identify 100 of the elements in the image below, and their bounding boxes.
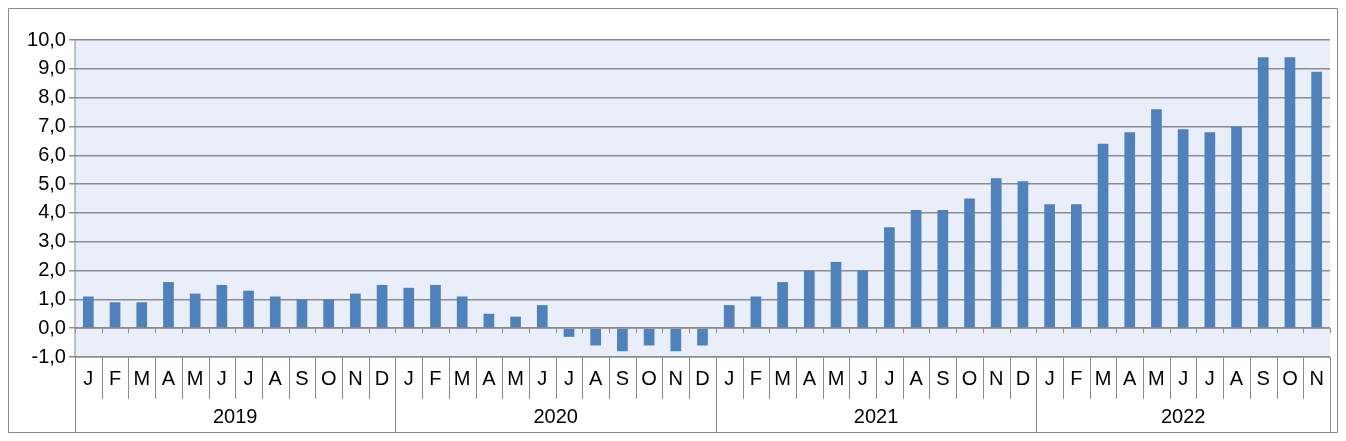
x-tick-label: S: [1256, 366, 1270, 389]
x-tick-label: A: [482, 366, 497, 389]
bar: [1097, 143, 1109, 328]
x-tick-label: J: [403, 366, 414, 389]
x-tick-label: J: [1044, 366, 1055, 389]
bar: [243, 290, 254, 328]
x-tick-label: M: [1094, 366, 1112, 389]
bar: [189, 293, 201, 328]
x-tick-label: M: [827, 366, 845, 389]
bar: [1284, 57, 1296, 328]
bar: [430, 284, 441, 328]
x-tick-label: D: [695, 366, 710, 389]
y-tick-label: 2,0: [38, 258, 66, 281]
bar: [323, 299, 335, 328]
bar: [510, 316, 521, 328]
x-tick-label: D: [374, 366, 390, 389]
bar: [1231, 126, 1242, 328]
bar: [617, 328, 628, 352]
bar: [670, 328, 682, 352]
bar: [910, 210, 922, 328]
x-tick-label: A: [268, 366, 283, 389]
x-tick-label: S: [295, 366, 309, 389]
bar: [964, 198, 975, 328]
bar: [1017, 181, 1029, 328]
bar: [723, 305, 735, 328]
x-tick-label: A: [909, 366, 924, 389]
x-tick-label: F: [108, 366, 122, 389]
x-tick-label: M: [507, 366, 524, 389]
y-tick-label: 5,0: [38, 171, 66, 194]
bar: [216, 284, 228, 328]
x-tick-label: J: [1178, 366, 1189, 389]
bar: [884, 227, 895, 328]
bar: [136, 302, 148, 328]
bar: [456, 296, 468, 328]
x-tick-label: A: [1123, 366, 1138, 389]
bar: [1044, 204, 1055, 328]
y-tick-label: -1,0: [31, 344, 66, 367]
text: 2021: [853, 404, 899, 427]
bar: [990, 178, 1002, 328]
text: 2022: [1160, 404, 1206, 427]
x-tick-label: J: [537, 366, 548, 389]
text: 2020: [533, 404, 578, 427]
x-tick-label: O: [961, 366, 978, 389]
bar: [1311, 71, 1322, 328]
y-tick-label: 7,0: [38, 113, 66, 136]
x-tick-label: O: [641, 366, 657, 389]
y-tick-label: 4,0: [38, 200, 66, 223]
x-tick-label: A: [1229, 366, 1244, 389]
bar: [1177, 129, 1189, 328]
y-tick-label: 1,0: [38, 286, 66, 309]
bar: [1257, 57, 1269, 328]
x-tick-label: O: [320, 366, 337, 389]
x-tick-label: J: [884, 366, 895, 389]
x-tick-label: S: [615, 366, 630, 389]
x-tick-label: M: [774, 366, 791, 389]
y-tick-label: 8,0: [38, 85, 66, 108]
bar: [643, 328, 655, 346]
bar: [269, 296, 281, 328]
x-tick-label: J: [857, 366, 868, 389]
bar: [403, 287, 415, 328]
x-tick-label: M: [1148, 366, 1165, 389]
bar: [109, 302, 121, 328]
bar: [803, 270, 815, 328]
x-tick-label: M: [133, 366, 151, 389]
x-tick-label: M: [186, 366, 204, 389]
x-tick-label: F: [429, 366, 442, 389]
x-tick-label: M: [453, 366, 471, 389]
bar: [296, 299, 308, 328]
bar: [1070, 204, 1082, 328]
x-tick-label: J: [724, 366, 735, 389]
y-tick-label: 0,0: [38, 315, 66, 338]
bar: [590, 328, 602, 346]
y-tick-label: 10,0: [27, 27, 66, 50]
bar: [857, 270, 869, 328]
text: 2019: [212, 404, 258, 427]
x-tick-label: N: [1309, 366, 1324, 389]
x-tick-label: A: [589, 366, 604, 389]
x-tick-label: A: [161, 366, 176, 389]
x-tick-label: O: [1282, 366, 1298, 389]
x-tick-label: J: [243, 366, 254, 389]
bar: [937, 210, 949, 328]
y-tick-label: 9,0: [38, 56, 66, 79]
x-tick-label: D: [1015, 366, 1031, 389]
bar: [563, 328, 575, 337]
x-tick-label: J: [216, 366, 227, 389]
bar: [163, 282, 174, 328]
x-tick-label: F: [749, 366, 763, 389]
bar: [1124, 132, 1136, 328]
x-tick-label: F: [1070, 366, 1083, 389]
bar: [1204, 132, 1216, 328]
x-tick-label: J: [1204, 366, 1215, 389]
y-tick-label: 6,0: [38, 142, 66, 165]
bar: [697, 328, 708, 346]
x-tick-label: S: [936, 366, 950, 389]
x-tick-label: A: [802, 366, 817, 389]
x-tick-label: J: [83, 366, 94, 389]
x-tick-label: N: [348, 366, 363, 389]
x-tick-label: N: [668, 366, 684, 389]
bar: [536, 305, 548, 328]
bar: [376, 284, 388, 328]
